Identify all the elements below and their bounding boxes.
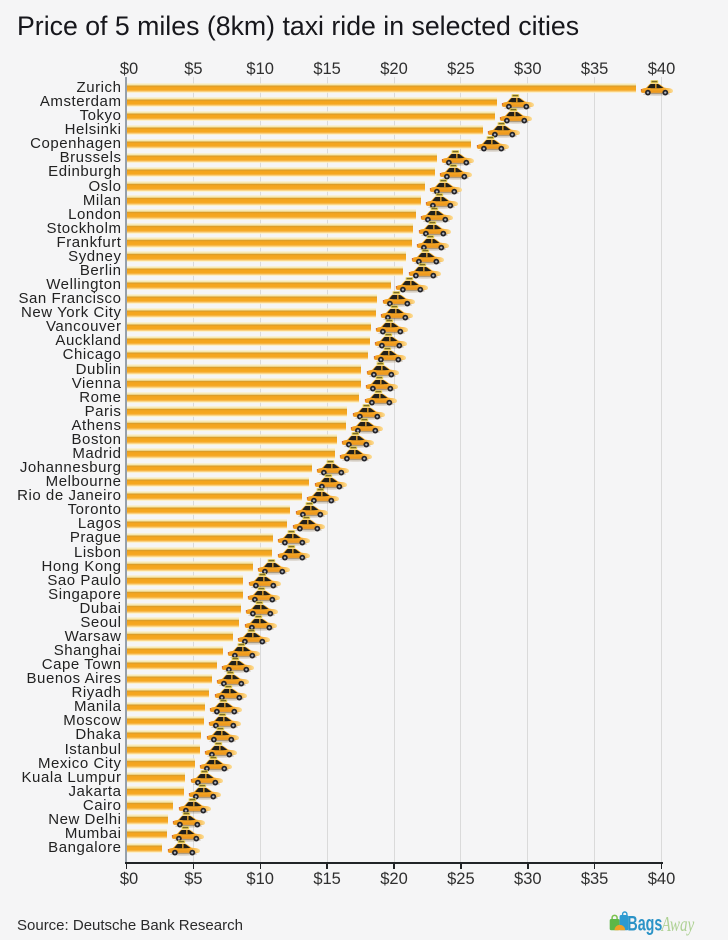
svg-text:Bags: Bags [627,912,662,935]
svg-text:Away: Away [661,912,695,935]
